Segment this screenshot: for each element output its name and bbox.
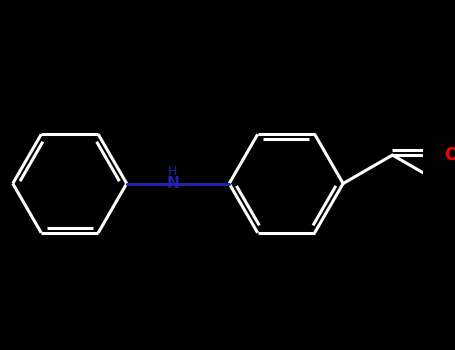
Text: H: H bbox=[168, 164, 177, 177]
Text: N: N bbox=[167, 176, 179, 191]
Text: O: O bbox=[444, 146, 455, 164]
